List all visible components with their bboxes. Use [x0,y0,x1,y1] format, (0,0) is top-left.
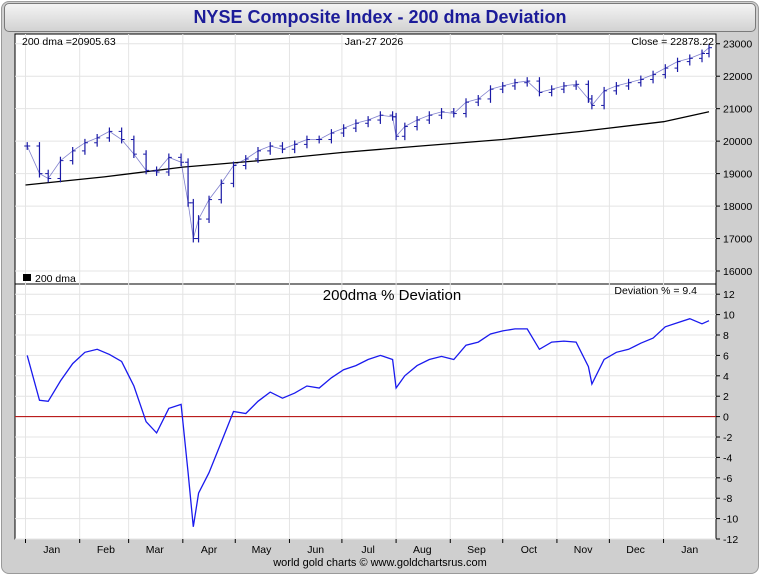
deviation-line [26,318,710,527]
legend-label: 200 dma [35,273,76,285]
deviation-y-tick-label: -8 [723,493,732,505]
deviation-y-tick-label: -2 [723,432,732,444]
x-tick-label: Jun [307,544,324,556]
deviation-y-tick-label: -10 [723,514,738,526]
deviation-y-tick-label: 4 [723,371,729,383]
deviation-title: 200dma % Deviation [323,287,461,304]
price-grid [15,34,716,284]
deviation-value-label: Deviation % = 9.4 [614,285,697,297]
x-tick-label: Mar [146,544,165,556]
price-y-tick-label: 20000 [723,136,752,148]
deviation-y-tick-label: 10 [723,310,735,322]
x-tick-label: Feb [97,544,115,556]
x-tick-label: Dec [626,544,645,556]
price-y-tick-label: 16000 [723,266,752,278]
dma-value-label: 200 dma =20905.63 [22,36,116,48]
deviation-plot-area [14,283,717,540]
title-bar: NYSE Composite Index - 200 dma Deviation [4,3,756,32]
price-plot-area [14,33,717,285]
date-label: Jan-27 2026 [345,36,404,48]
deviation-y-tick-label: 8 [723,330,729,342]
x-tick-label: Jan [43,544,60,556]
price-y-tick-label: 19000 [723,169,752,181]
deviation-y-tick-label: 6 [723,350,729,362]
price-bars [24,43,713,243]
dma-line [25,111,710,186]
deviation-y-tick-label: -12 [723,534,738,546]
x-tick-label: Oct [521,544,537,556]
x-tick-label: Jan [681,544,698,556]
x-tick-label: Aug [413,544,432,556]
deviation-y-tick-label: 12 [723,289,735,301]
deviation-y-tick-label: -4 [723,452,732,464]
x-tick-label: Nov [574,544,593,556]
legend-swatch [23,274,31,281]
x-axis: Jan Feb Mar Apr May Jun Jul Aug Sep Oct Nov Dec Jan [24,539,698,556]
close-value-label: Close = 22878.22 [631,36,714,48]
chart-title: NYSE Composite Index - 200 dma Deviation [193,7,567,27]
price-close-trace [26,47,710,239]
price-y-tick-label: 18000 [723,201,752,213]
x-tick-label: Sep [467,544,486,556]
price-y-tick-label: 21000 [723,104,752,116]
x-tick-label: Jul [361,544,374,556]
price-y-tick-label: 17000 [723,234,752,246]
price-y-axis: 16000 17000 18000 19000 20000 21000 22000 23000 [716,39,752,278]
deviation-y-tick-label: 0 [723,412,729,424]
x-tick-label: May [252,544,273,556]
deviation-y-tick-label: -6 [723,473,732,485]
footer-credit: world gold charts © www.goldchartsrus.co… [273,557,487,569]
price-y-tick-label: 22000 [723,71,752,83]
x-tick-label: Apr [201,544,218,556]
price-y-tick-label: 23000 [723,39,752,51]
deviation-y-axis: -12 -10 -8 -6 -4 -2 0 2 4 6 8 10 12 [716,289,738,546]
deviation-y-tick-label: 2 [723,391,729,403]
